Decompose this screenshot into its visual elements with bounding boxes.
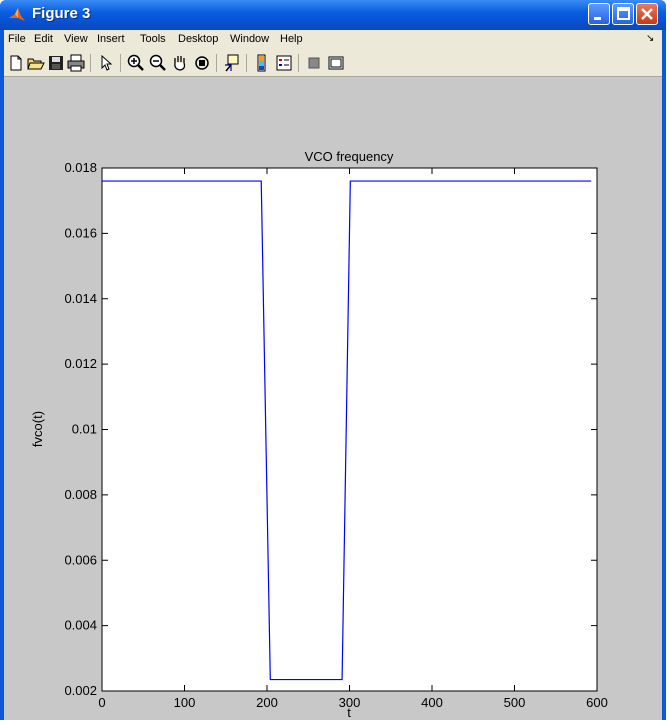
- menu-help[interactable]: Help: [280, 33, 303, 45]
- menu-desktop[interactable]: Desktop: [178, 33, 219, 45]
- zoom-out-icon[interactable]: [148, 53, 168, 73]
- y-tick-label: 0.016: [64, 225, 97, 240]
- pan-hand-icon[interactable]: [170, 53, 190, 73]
- y-tick-label: 0.006: [64, 552, 97, 567]
- colorbar-icon[interactable]: [252, 53, 272, 73]
- legend-icon[interactable]: [274, 53, 294, 73]
- toolbar-separator: [298, 54, 299, 72]
- toolbar-separator: [216, 54, 217, 72]
- vco-frequency-chart: VCO frequency t fvco(t) 0 100 200 300 400 500…: [30, 149, 608, 720]
- y-axis-label: fvco(t): [30, 411, 45, 447]
- y-tick-label: 0.012: [64, 356, 97, 371]
- open-file-icon[interactable]: [26, 53, 46, 73]
- rotate-3d-icon[interactable]: [192, 53, 212, 73]
- x-tick-label: 300: [339, 695, 361, 710]
- figure-toolbar: [4, 50, 662, 77]
- save-icon[interactable]: [46, 53, 66, 73]
- menu-tools[interactable]: Tools: [140, 33, 166, 45]
- pointer-icon[interactable]: [96, 53, 116, 73]
- y-tick-label: 0.004: [64, 618, 97, 633]
- x-tick-label: 600: [586, 695, 608, 710]
- window-title: Figure 3: [32, 5, 91, 22]
- minimize-icon: [594, 17, 601, 20]
- maximize-icon: [617, 7, 630, 20]
- window-client: File Edit View Insert Tools Desktop Wind…: [4, 30, 662, 720]
- menu-window[interactable]: Window: [230, 33, 270, 45]
- maximize-button[interactable]: [612, 3, 634, 25]
- window-frame-right: [662, 30, 666, 720]
- x-tick-label: 500: [504, 695, 526, 710]
- close-button[interactable]: [636, 3, 658, 25]
- menu-bar: File Edit View Insert Tools Desktop Wind…: [4, 30, 662, 50]
- x-tick-label: 0: [98, 695, 105, 710]
- matlab-logo-icon: [9, 8, 25, 21]
- menu-view[interactable]: View: [64, 33, 88, 45]
- dock-arrow-icon[interactable]: ↘: [646, 33, 655, 44]
- x-axis-label: t: [347, 705, 351, 720]
- toolbar-separator: [246, 54, 247, 72]
- x-tick-label: 200: [256, 695, 278, 710]
- toolbar-separator: [120, 54, 121, 72]
- menu-file[interactable]: File: [8, 33, 26, 45]
- title-bar[interactable]: Figure 3: [0, 0, 666, 30]
- y-tick-label: 0.014: [64, 291, 97, 306]
- toolbar-separator: [90, 54, 91, 72]
- zoom-in-icon[interactable]: [126, 53, 146, 73]
- x-tick-label: 100: [174, 695, 196, 710]
- y-tick-label: 0.01: [72, 422, 97, 437]
- menu-insert[interactable]: Insert: [97, 33, 125, 45]
- close-icon: [641, 8, 653, 20]
- show-plot-tools-icon[interactable]: [326, 53, 346, 73]
- y-tick-label: 0.002: [64, 683, 97, 698]
- x-tick-label: 400: [421, 695, 443, 710]
- figure-canvas: VCO frequency t fvco(t) 0 100 200 300 400 500…: [4, 77, 662, 720]
- data-cursor-icon[interactable]: [222, 53, 242, 73]
- y-tick-label: 0.018: [64, 160, 97, 175]
- menu-edit[interactable]: Edit: [34, 33, 53, 45]
- minimize-button[interactable]: [588, 3, 610, 25]
- new-figure-icon[interactable]: [6, 53, 26, 73]
- y-tick-label: 0.008: [64, 487, 97, 502]
- series-line: [102, 180, 592, 681]
- hide-plot-tools-icon[interactable]: [304, 53, 324, 73]
- print-icon[interactable]: [66, 53, 86, 73]
- chart-title: VCO frequency: [305, 149, 394, 164]
